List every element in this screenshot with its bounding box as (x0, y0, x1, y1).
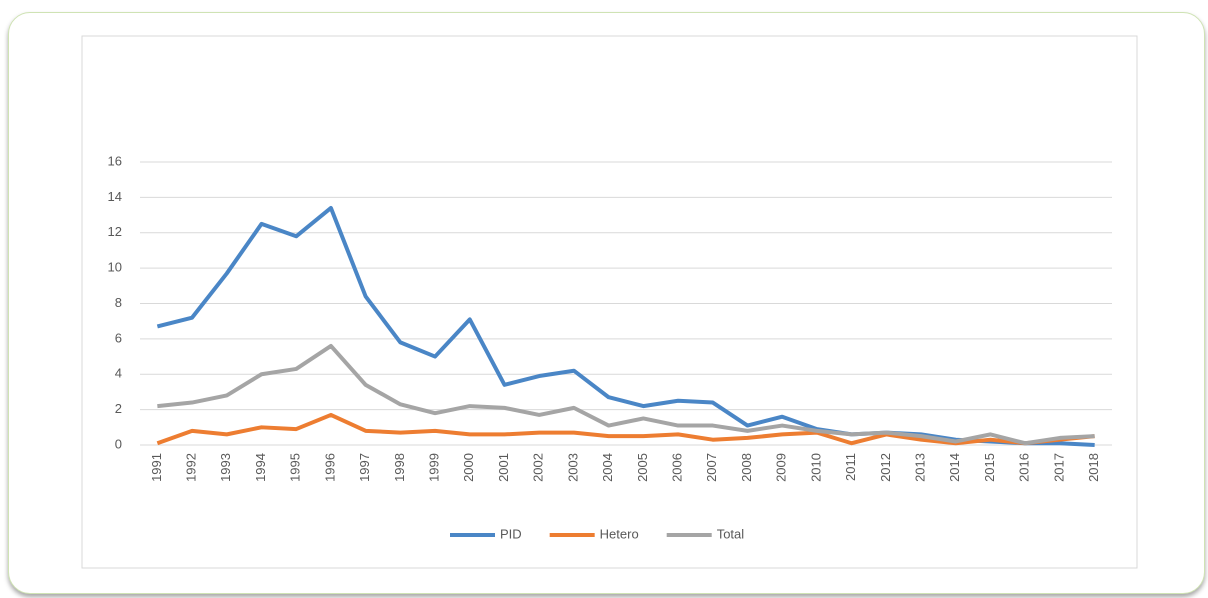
x-tick-label: 2007 (704, 453, 719, 482)
x-tick-label: 2009 (774, 453, 789, 482)
x-tick-label: 1995 (288, 453, 303, 482)
x-tick-label: 2017 (1051, 453, 1066, 482)
legend-label: Total (717, 526, 745, 541)
y-tick-label: 2 (115, 401, 122, 416)
y-tick-label: 0 (115, 436, 122, 451)
x-tick-label: 2014 (947, 453, 962, 482)
x-tick-label: 2005 (635, 453, 650, 482)
x-tick-label: 2004 (600, 453, 615, 482)
y-tick-label: 14 (108, 189, 122, 204)
legend-label: PID (500, 526, 522, 541)
y-tick-label: 4 (115, 366, 122, 381)
x-tick-label: 1991 (149, 453, 164, 482)
x-tick-label: 2003 (565, 453, 580, 482)
legend-label: Hetero (600, 526, 639, 541)
x-tick-label: 2016 (1017, 453, 1032, 482)
x-tick-label: 2010 (808, 453, 823, 482)
x-tick-label: 2002 (531, 453, 546, 482)
x-tick-label: 1992 (184, 453, 199, 482)
x-tick-label: 2008 (739, 453, 754, 482)
x-tick-label: 1997 (357, 453, 372, 482)
y-tick-label: 8 (115, 295, 122, 310)
x-tick-label: 1999 (427, 453, 442, 482)
y-tick-label: 12 (108, 224, 122, 239)
x-tick-label: 2000 (461, 453, 476, 482)
x-tick-label: 2015 (982, 453, 997, 482)
x-tick-label: 2006 (670, 453, 685, 482)
chart-area (81, 35, 1138, 569)
x-tick-label: 2013 (913, 453, 928, 482)
x-tick-label: 1993 (218, 453, 233, 482)
y-tick-label: 10 (108, 260, 122, 275)
x-tick-label: 2001 (496, 453, 511, 482)
x-tick-label: 2011 (843, 453, 858, 481)
x-tick-label: 1994 (253, 453, 268, 482)
y-tick-label: 6 (115, 330, 122, 345)
x-tick-label: 2018 (1086, 453, 1101, 482)
x-tick-label: 1996 (322, 453, 337, 482)
x-tick-label: 1998 (392, 453, 407, 482)
data-line (156, 412, 1095, 446)
y-tick-label: 16 (108, 153, 122, 168)
data-line (157, 343, 1095, 446)
x-tick-label: 2012 (878, 453, 893, 482)
